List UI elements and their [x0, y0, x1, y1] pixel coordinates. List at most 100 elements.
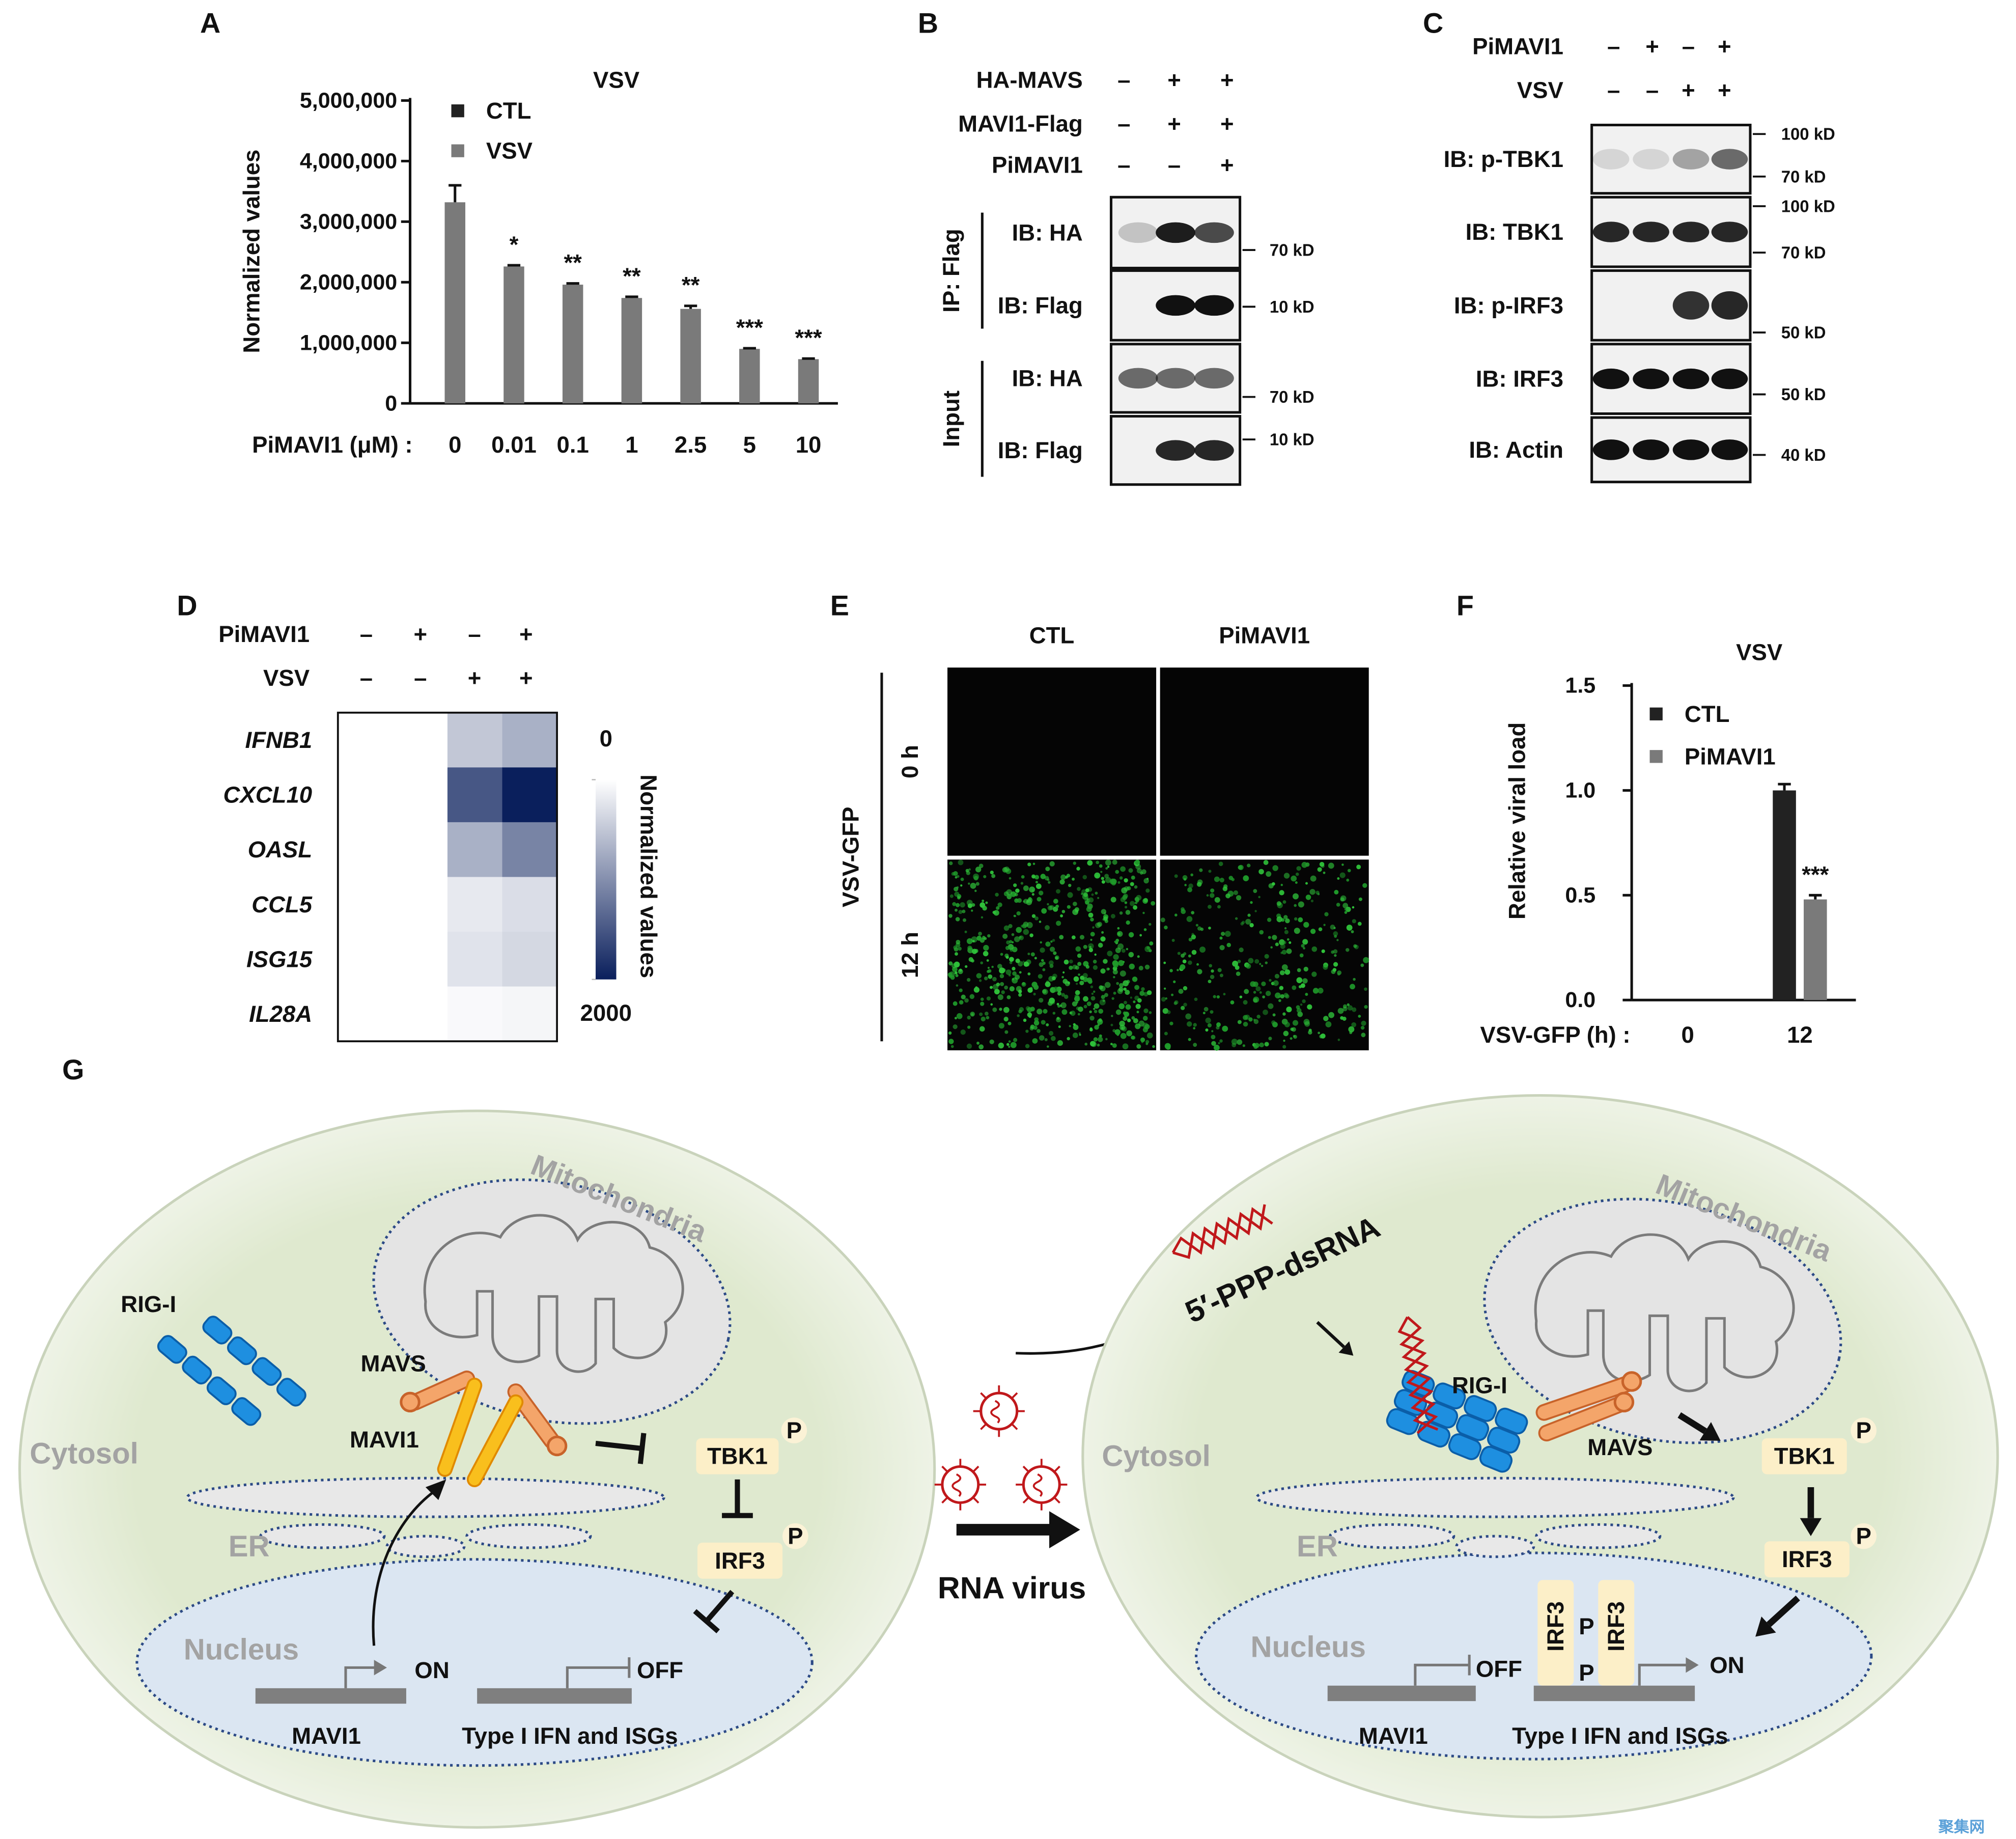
gfp-cell	[1258, 869, 1264, 875]
gfp-cell	[1143, 1008, 1149, 1014]
rig-i-domain	[1448, 1433, 1482, 1460]
gfp-cell	[1073, 861, 1077, 865]
y-tick-label: 5,000,000	[300, 88, 397, 113]
gfp-cell	[1023, 929, 1029, 935]
gfp-cell	[1216, 1025, 1220, 1030]
blot-band	[1672, 368, 1710, 389]
blot-band	[1633, 368, 1669, 389]
y-axis-label: Normalized values	[239, 150, 265, 353]
gfp-cell	[1323, 1016, 1329, 1021]
gfp-cell	[1186, 1021, 1192, 1027]
gfp-cell	[1035, 881, 1038, 884]
gfp-cell	[1333, 931, 1338, 936]
gfp-cell	[1275, 942, 1279, 946]
gfp-cell	[1105, 1038, 1108, 1041]
blot-band	[1711, 149, 1748, 170]
gfp-cell	[1083, 944, 1087, 949]
gfp-cell	[1174, 874, 1178, 878]
gfp-cell	[1119, 876, 1123, 880]
gfp-cell	[1243, 1021, 1248, 1027]
gfp-cell	[1115, 1030, 1118, 1033]
virus-spike	[941, 1496, 948, 1504]
gfp-cell	[996, 906, 1000, 910]
gfp-cell	[1122, 1043, 1129, 1050]
gfp-cell	[1177, 969, 1179, 971]
x-tick-label: 0.01	[491, 432, 537, 458]
er-membrane	[1255, 1476, 1735, 1518]
gfp-cell	[1353, 944, 1357, 948]
gfp-cell	[1095, 891, 1098, 895]
gfp-cell	[1050, 940, 1053, 943]
gfp-cell	[1363, 957, 1369, 963]
gene	[477, 1688, 632, 1704]
gfp-cell	[1265, 961, 1268, 964]
gfp-cell	[1261, 981, 1266, 987]
gfp-cell	[958, 946, 962, 951]
diagram-label: ER	[229, 1530, 270, 1563]
gfp-cell	[1052, 976, 1056, 981]
gfp-cell	[1048, 881, 1051, 884]
transport-arrow-head	[425, 1479, 446, 1500]
gfp-cell	[1178, 989, 1184, 994]
gfp-cell	[1053, 951, 1057, 955]
gfp-cell	[1039, 890, 1044, 896]
inhibition-bar	[637, 1433, 647, 1464]
condition-sign: +	[1220, 67, 1234, 93]
gfp-cell	[1098, 1009, 1104, 1014]
row-label: CCL5	[251, 891, 313, 917]
gfp-cell	[1328, 1012, 1335, 1018]
rig-i-domain	[227, 1336, 257, 1366]
gfp-cell	[962, 918, 967, 922]
condition-sign: –	[468, 621, 481, 647]
bar	[621, 298, 642, 404]
virus-spike	[1022, 1465, 1030, 1473]
gfp-cell	[1140, 1037, 1145, 1043]
gfp-cell	[1285, 918, 1290, 924]
gfp-cell	[1006, 940, 1011, 944]
gfp-cell	[1027, 1007, 1032, 1013]
gfp-cell	[1016, 911, 1021, 916]
gfp-cell	[1311, 946, 1318, 952]
gfp-cell	[1083, 892, 1088, 897]
marker-label: 50 kD	[1781, 385, 1826, 404]
diagram-label: ON	[414, 1657, 449, 1683]
gfp-cell	[1217, 905, 1221, 909]
diagram-label: Cytosol	[1102, 1440, 1210, 1473]
gfp-cell	[1203, 1007, 1209, 1012]
gfp-cell	[1256, 1015, 1261, 1019]
gfp-cell	[1213, 1044, 1220, 1051]
gfp-cell	[1029, 886, 1035, 893]
gfp-cell	[1323, 871, 1326, 874]
gfp-cell	[1210, 1010, 1214, 1014]
gfp-cell	[1034, 957, 1037, 960]
gfp-cell	[1124, 901, 1128, 904]
gfp-cell	[1067, 981, 1070, 984]
gfp-cell	[1294, 917, 1298, 921]
gfp-cell	[1339, 872, 1346, 878]
gfp-cell	[1214, 876, 1220, 882]
gfp-cell	[1282, 900, 1286, 904]
gfp-cell	[1139, 934, 1142, 937]
x-tick-label: 2.5	[675, 432, 707, 458]
gfp-cell	[1197, 969, 1202, 974]
gfp-cell	[1142, 1027, 1149, 1033]
gfp-cell	[1125, 990, 1130, 995]
gfp-cell	[1151, 901, 1156, 906]
gfp-cell	[1169, 969, 1173, 972]
gfp-cell	[1106, 967, 1110, 971]
gfp-cell	[1103, 916, 1108, 921]
gfp-cell	[1253, 998, 1258, 1003]
row-label: OASL	[248, 837, 313, 862]
gfp-cell	[1347, 869, 1351, 873]
gfp-cell	[1164, 1032, 1168, 1036]
gfp-cell	[970, 882, 976, 889]
gfp-cell	[1048, 960, 1054, 966]
gfp-cell	[1006, 889, 1013, 896]
gfp-cell	[1259, 930, 1264, 935]
gfp-cell	[1284, 927, 1287, 930]
gfp-cell	[1125, 906, 1128, 909]
panel-label: D	[177, 590, 197, 622]
gfp-cell	[1112, 859, 1117, 865]
gfp-cell	[1169, 1021, 1173, 1025]
